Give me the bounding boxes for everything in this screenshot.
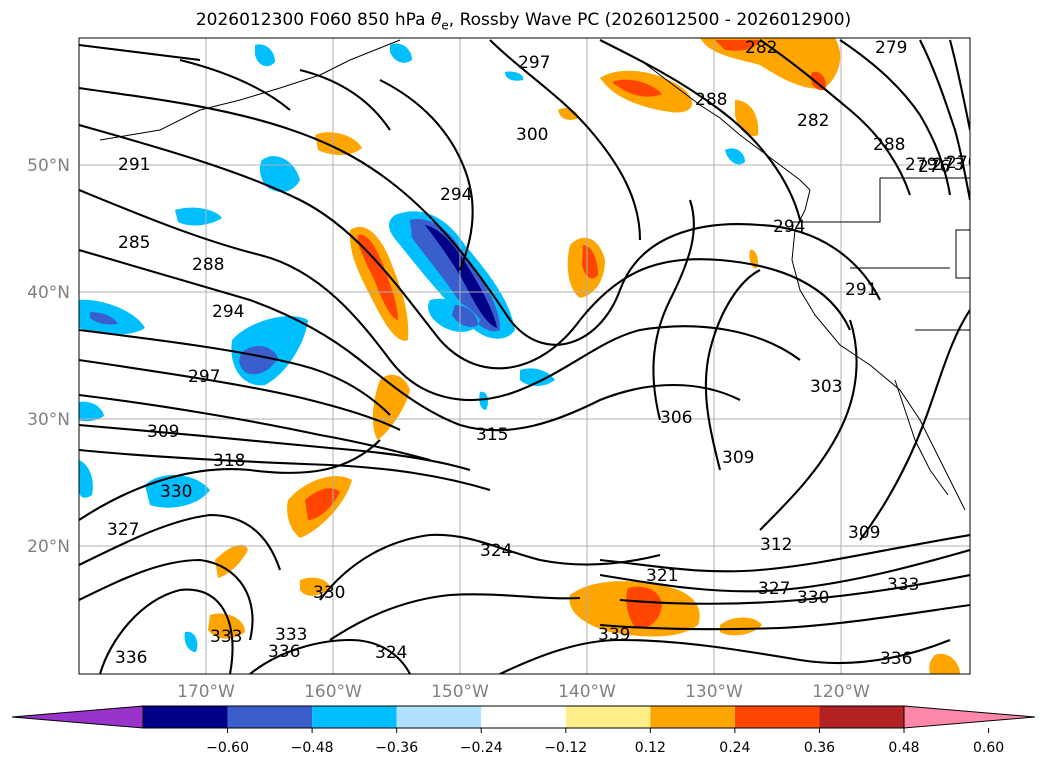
contour-label: 276	[918, 157, 950, 177]
contour-label: 318	[213, 451, 245, 471]
colorbar-tick-label: 0.36	[804, 740, 835, 756]
contour-label: 333	[275, 625, 307, 645]
contour-label: 321	[646, 566, 678, 586]
lon-label: 130°W	[685, 682, 743, 702]
colorbar-segment	[312, 706, 397, 728]
contour-label: 297	[188, 367, 220, 387]
contour-label: 282	[797, 111, 829, 131]
contour-label: 309	[848, 523, 880, 543]
shaded-anomalies	[79, 38, 960, 674]
lon-label: 150°W	[431, 682, 489, 702]
colorbar-tick-label: 0.24	[719, 740, 750, 756]
contour-label: 324	[480, 541, 512, 561]
contour-label: 312	[760, 535, 792, 555]
colorbar-tick-label: 0.12	[635, 740, 666, 756]
lon-label: 170°W	[177, 682, 235, 702]
colorbar-tick-label: −0.12	[544, 740, 587, 756]
colorbar-segment	[650, 706, 735, 728]
lon-label: 160°W	[304, 682, 362, 702]
lon-label: 140°W	[558, 682, 616, 702]
contour-label: 279	[875, 38, 907, 58]
contour-label: 324	[375, 643, 407, 663]
contour-label: 306	[660, 408, 692, 428]
theta-e-contours	[79, 39, 970, 674]
lat-label: 50°N	[27, 156, 70, 176]
lon-label: 120°W	[812, 682, 870, 702]
lat-label: 20°N	[27, 537, 70, 557]
map-title: 2026012300 F060 850 hPa θe, Rossby Wave …	[195, 10, 852, 33]
contour-label: 294	[440, 185, 472, 205]
colorbar-tick-label: −0.24	[460, 740, 503, 756]
contour-label: 288	[192, 255, 224, 275]
colorbar-tick-label: 0.60	[973, 740, 1004, 756]
map-frame	[78, 37, 971, 675]
contour-label: 291	[118, 155, 150, 175]
colorbar-tick-label: −0.36	[375, 740, 418, 756]
colorbar-tick-label: −0.60	[206, 740, 249, 756]
contour-label: 294	[773, 217, 805, 237]
contour-label: 336	[115, 648, 147, 668]
contour-label: 327	[758, 579, 790, 599]
colorbar-segment	[143, 706, 228, 728]
colorbar-segment	[734, 706, 820, 728]
colorbar-tick-label: 0.48	[888, 740, 919, 756]
contour-label: 303	[810, 377, 842, 397]
contour-label: 339	[598, 625, 630, 645]
contour-label: 297	[518, 53, 550, 73]
colorbar-segment	[819, 706, 904, 728]
longitude-labels: 170°W 160°W 150°W 140°W 130°W 120°W	[177, 682, 870, 702]
contour-label: 279	[905, 155, 937, 175]
contour-label: 336	[880, 649, 912, 669]
contour-label: 273	[932, 155, 964, 175]
contour-label: 315	[476, 425, 508, 445]
colorbar-extend-low	[11, 705, 144, 729]
contour-label: 309	[147, 422, 179, 442]
contour-label: 285	[118, 233, 150, 253]
contour-label: 294	[212, 302, 244, 322]
contour-label: 309	[722, 448, 754, 468]
contour-label: 300	[516, 125, 548, 145]
contour-label: 282	[745, 38, 777, 58]
colorbar-outline	[142, 705, 905, 729]
contour-label: 327	[107, 520, 139, 540]
contour-label: 288	[695, 90, 727, 110]
lat-label: 30°N	[27, 410, 70, 430]
colorbar-segment	[396, 706, 482, 728]
contour-label: 333	[887, 575, 919, 595]
gridlines	[79, 38, 970, 674]
contour-label: 270	[946, 153, 978, 173]
latitude-labels: 50°N 40°N 30°N 20°N	[27, 156, 70, 557]
colorbar-tick-label: −0.48	[291, 740, 334, 756]
contour-label: 288	[873, 135, 905, 155]
contour-label: 330	[797, 588, 829, 608]
colorbar-segment	[481, 706, 566, 728]
contour-label: 330	[160, 482, 192, 502]
colorbar-extend-high	[903, 705, 1036, 729]
contour-label: 333	[210, 627, 242, 647]
map-plot-area: 297 282 279 288 282 300 291 294 285 288 …	[79, 38, 978, 674]
contour-label: 336	[268, 642, 300, 662]
colorbar-segment	[227, 706, 313, 728]
contour-label: 330	[313, 583, 345, 603]
colorbar: −0.60 −0.48 −0.36 −0.24 −0.12 0.12 0.24 0.36 0.4…	[11, 705, 1036, 756]
contour-labels: 297 282 279 288 282 300 291 294 285 288 …	[107, 38, 978, 669]
lat-label: 40°N	[27, 283, 70, 303]
colorbar-segment	[565, 706, 651, 728]
contour-label: 291	[845, 280, 877, 300]
